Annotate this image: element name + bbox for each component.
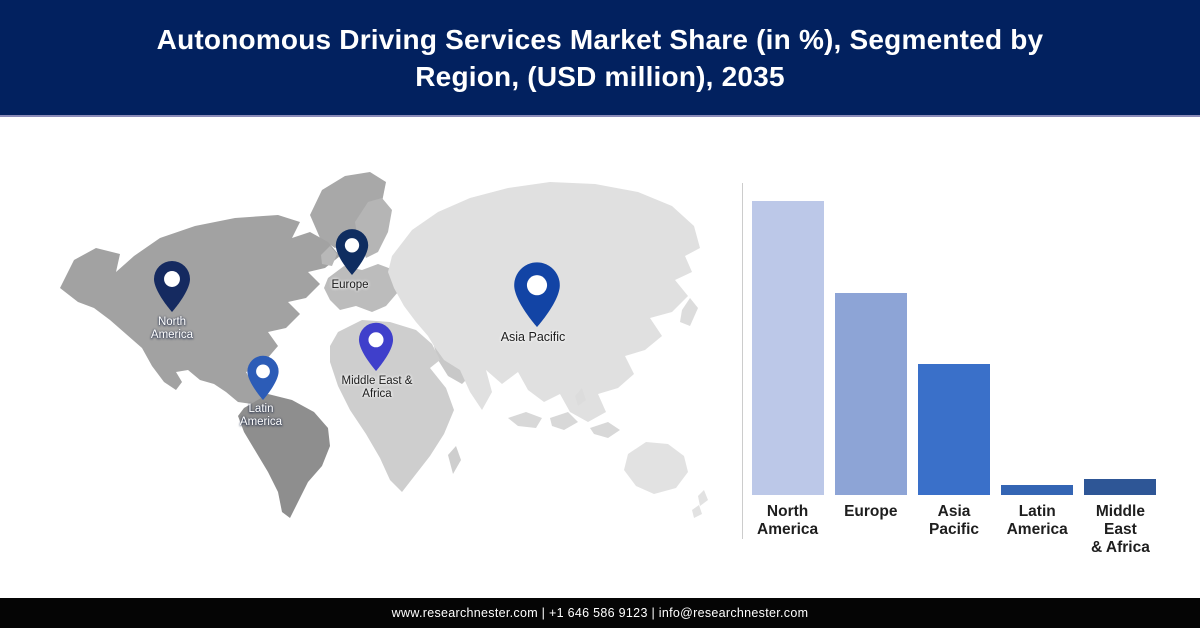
landmass-new-zealand-south: [692, 505, 702, 518]
bar-chart-labels: North America Europe Asia Pacific Latin Ame…: [746, 495, 1162, 557]
bar-label-cell: Europe: [829, 495, 912, 557]
bar-middle-east-africa: [1084, 478, 1157, 495]
bar-area: [746, 186, 829, 495]
bar-label-europe: Europe: [844, 503, 898, 520]
map-pin-north-america-icon: [154, 261, 190, 312]
landmass-north-america: [60, 215, 340, 404]
landmass-madagascar: [448, 446, 461, 474]
landmass-philippines: [575, 388, 586, 406]
landmass-greenland: [310, 172, 386, 248]
landmass-australia: [624, 442, 688, 494]
bar-label-north-america: North America: [757, 503, 819, 538]
bar-area: [912, 186, 995, 495]
bar-cell: [829, 186, 912, 495]
header-banner: Autonomous Driving Services Market Share…: [0, 0, 1200, 117]
bar-area: [829, 186, 912, 495]
page-title-line2: Region, (USD million), 2035: [415, 60, 785, 92]
landmass-europe: [324, 264, 410, 312]
bar-chart: North America Europe Asia Pacific Latin Ame…: [746, 186, 1162, 557]
bar-label-cell: North America: [746, 495, 829, 557]
map-pin-europe-icon: [335, 229, 369, 275]
footer-contact-text: www.researchnester.com | +1 646 586 9123…: [391, 606, 809, 620]
bar-cell: [912, 186, 995, 495]
bar-asia-pacific: [918, 364, 990, 495]
landmass-south-america: [238, 394, 330, 518]
bar-label-latin-america: Latin America: [1006, 503, 1068, 538]
bar-label-cell: Latin America: [996, 495, 1079, 557]
landmass-new-zealand-north: [698, 490, 708, 506]
bar-label-middle-east-africa: Middle East & Africa: [1090, 503, 1150, 556]
bar-cell: [996, 186, 1079, 495]
bar-cell: [746, 186, 829, 495]
map-pin-latin-america-icon: [247, 355, 279, 400]
bar-label-asia-pacific: Asia Pacific: [929, 503, 979, 538]
landmass-africa: [330, 320, 454, 492]
landmass-indonesia-1: [508, 412, 542, 428]
landmass-uk: [321, 246, 337, 266]
bar-label-cell: Middle East & Africa: [1079, 495, 1162, 557]
vertical-divider: [742, 183, 743, 539]
world-map-svg: [60, 172, 708, 518]
landmass-indonesia-2: [550, 412, 578, 430]
bar-area: [996, 186, 1079, 495]
bar-europe: [834, 292, 907, 495]
landmass-japan: [680, 298, 698, 326]
page-title-line1: Autonomous Driving Services Market Share…: [156, 23, 1044, 55]
bar-area: [1079, 186, 1162, 495]
map-pin-middle-east-africa-icon: [358, 322, 394, 371]
bar-cell: [1079, 186, 1162, 495]
footer-bar: www.researchnester.com | +1 646 586 9123…: [0, 598, 1200, 628]
bar-latin-america: [1001, 485, 1074, 495]
bar-chart-bars: [746, 186, 1162, 495]
bar-north-america: [751, 201, 824, 495]
world-map: North America Europe Latin America Middle E…: [30, 160, 742, 562]
bar-label-cell: Asia Pacific: [912, 495, 995, 557]
map-pin-asia-pacific-icon: [514, 262, 560, 327]
landmass-new-guinea: [590, 422, 620, 438]
